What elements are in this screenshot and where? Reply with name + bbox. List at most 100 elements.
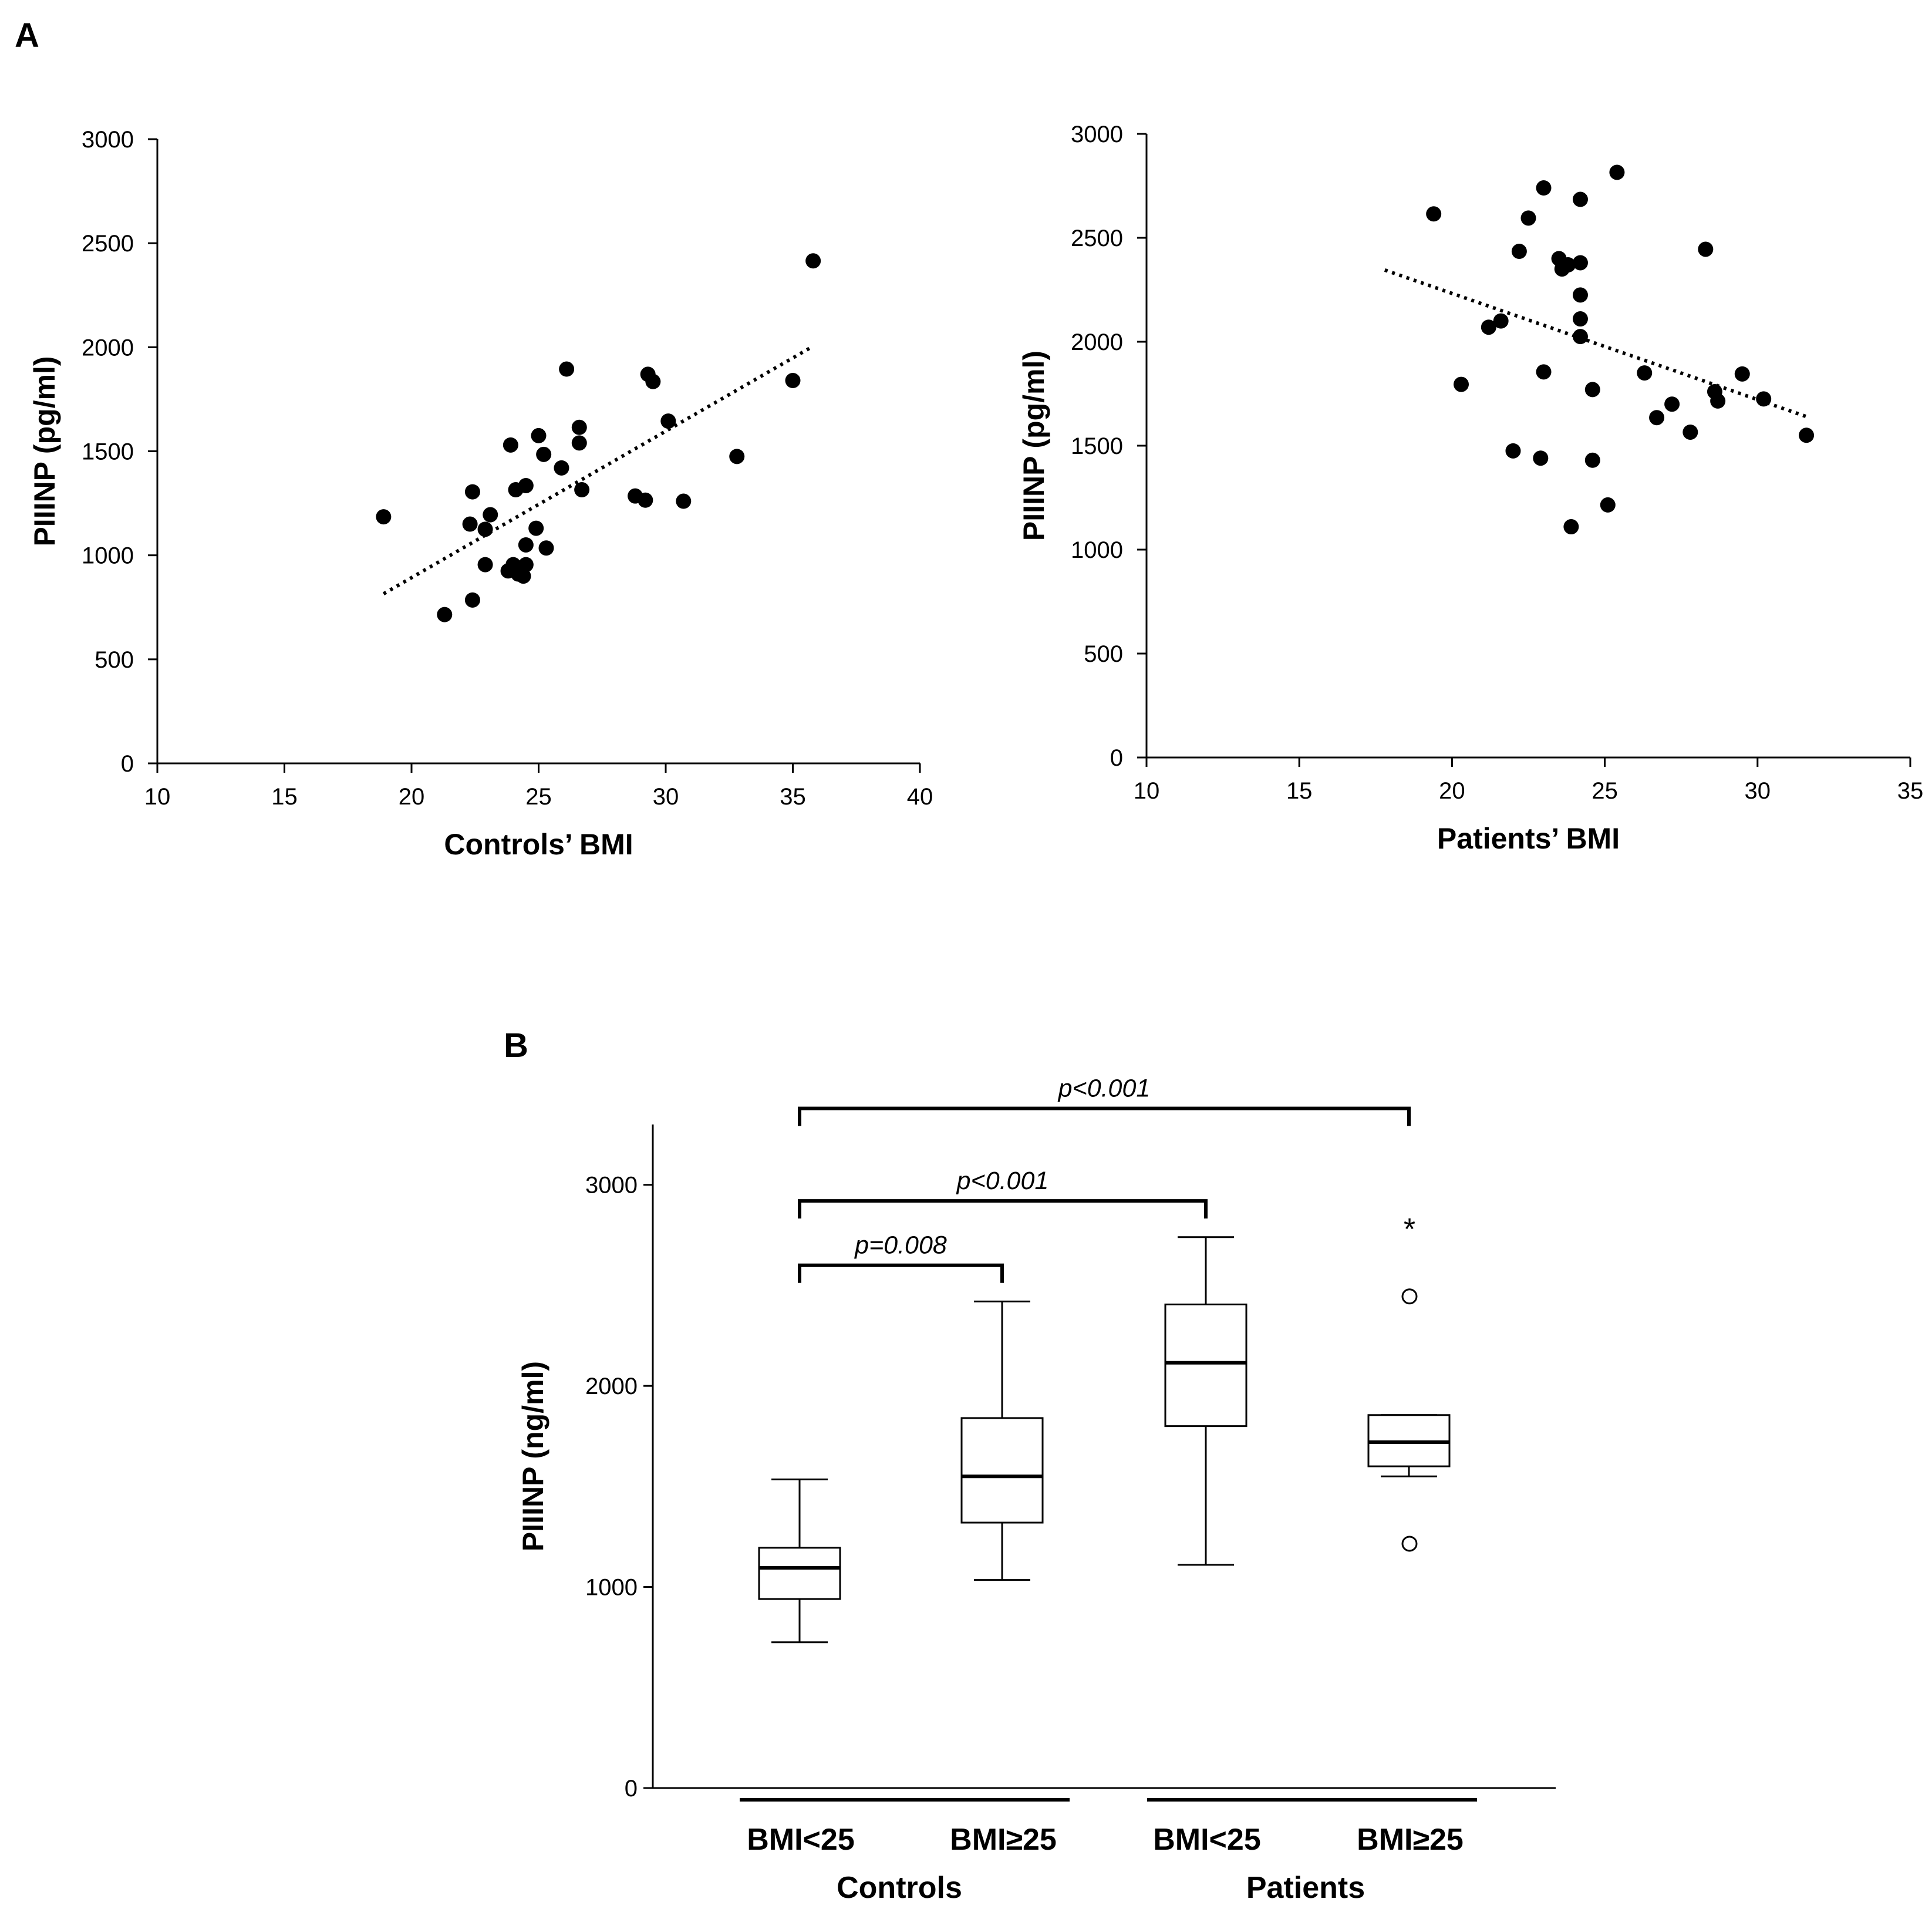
controls-data-point: [437, 607, 453, 622]
controls-data-point: [464, 592, 480, 608]
controls-data-point: [477, 521, 493, 537]
controls-y-tick-label: 2000: [82, 335, 134, 361]
controls-x-tick-label: 15: [271, 784, 298, 810]
patients-data-point: [1572, 191, 1588, 207]
patients-data-point: [1683, 424, 1698, 440]
patients-x-tick-label: 25: [1592, 778, 1618, 804]
controls-data-point: [660, 413, 676, 429]
controls-data-point: [477, 557, 493, 573]
controls-data-point: [483, 507, 498, 523]
significance-p-value: p<0.001: [1057, 1075, 1151, 1103]
controls-data-point: [464, 484, 480, 500]
box-iqr: [758, 1547, 841, 1600]
panel-b-label: B: [504, 1026, 528, 1065]
controls-data-point: [518, 557, 534, 573]
controls-data-point: [518, 477, 534, 493]
patients-y-tick-label: 500: [1084, 641, 1123, 667]
patients-data-point: [1563, 519, 1579, 535]
patients-data-point: [1584, 382, 1600, 398]
box-iqr: [1164, 1303, 1247, 1427]
controls-data-point: [518, 537, 534, 553]
boxplot-category-label: BMI≥25: [950, 1823, 1057, 1857]
patients-data-point: [1584, 452, 1600, 468]
box-outlier-marker: [1401, 1536, 1418, 1552]
controls-y-axis-title: PIIINP (pg/ml): [28, 356, 61, 546]
patients-data-point: [1664, 396, 1680, 412]
patients-data-point: [1520, 210, 1536, 226]
patients-data-point: [1493, 313, 1509, 329]
patients-x-tick-label: 15: [1286, 778, 1313, 804]
patients-y-axis-title: PIIINP (pg/ml): [1017, 351, 1050, 541]
patients-data-point: [1572, 255, 1588, 271]
patients-data-point: [1637, 365, 1653, 381]
controls-x-tick-label: 40: [907, 784, 933, 810]
box-extreme-marker: *: [1404, 1213, 1415, 1247]
patients-data-point: [1609, 164, 1625, 180]
controls-data-point: [574, 482, 590, 498]
controls-trendline: [382, 344, 814, 595]
controls-x-tick-label: 35: [780, 784, 806, 810]
boxplot-category-label: BMI<25: [1153, 1823, 1261, 1857]
controls-data-point: [676, 493, 692, 509]
patients-y-tick-label: 3000: [1071, 122, 1123, 147]
controls-scatter-chart: 0 500 1000 1500 2000 2500 3000 10 15 20 25 30 35 40 Co…: [28, 127, 933, 861]
controls-y-tick-label: 1500: [82, 439, 134, 465]
controls-data-point: [571, 419, 587, 435]
controls-data-point: [503, 437, 518, 453]
significance-bracket: [798, 1263, 1004, 1283]
patients-data-point: [1481, 319, 1496, 335]
patients-data-point: [1600, 497, 1616, 513]
controls-data-point: [376, 509, 392, 525]
controls-x-axis-title: Controls’ BMI: [444, 828, 633, 861]
controls-data-point: [785, 373, 801, 389]
patients-x-tick-label: 20: [1439, 778, 1465, 804]
boxplot-category-label: BMI≥25: [1357, 1823, 1464, 1857]
controls-data-point: [536, 446, 552, 462]
boxplot-chart: 0 1000 2000 3000 PIIINP (ng/ml) * p=0.008 p<0.0…: [517, 1075, 1556, 1905]
patients-data-point: [1756, 391, 1772, 407]
controls-data-point: [805, 253, 821, 269]
patients-x-tick-label: 10: [1134, 778, 1160, 804]
controls-data-point: [559, 361, 575, 377]
boxplot-y-tick-label: 0: [625, 1776, 638, 1802]
controls-data-point: [531, 427, 547, 443]
patients-data-point: [1734, 366, 1750, 382]
patients-x-tick-label: 35: [1897, 778, 1924, 804]
controls-x-tick-label: 25: [525, 784, 552, 810]
controls-data-point: [729, 449, 745, 464]
patients-scatter-chart: 0 500 1000 1500 2000 2500 3000 10 15 20 25 30 35 Pati…: [1017, 122, 1923, 855]
patients-data-point: [1799, 427, 1815, 443]
controls-data-point: [462, 516, 478, 532]
controls-y-tick-label: 1000: [82, 543, 134, 569]
patients-y-tick-label: 0: [1110, 745, 1123, 771]
patients-y-tick-label: 1500: [1071, 433, 1123, 459]
controls-x-tick-label: 30: [653, 784, 679, 810]
patients-data-point: [1426, 206, 1442, 222]
patients-y-tick-label: 2000: [1071, 329, 1123, 355]
controls-y-tick-label: 3000: [82, 127, 134, 153]
controls-data-point: [638, 492, 653, 508]
patients-data-point: [1536, 180, 1552, 196]
patients-data-point: [1533, 450, 1549, 466]
boxplot-y-axis-title: PIIINP (ng/ml): [517, 1361, 549, 1551]
significance-bracket: [798, 1106, 1411, 1126]
patients-y-tick-label: 1000: [1071, 537, 1123, 563]
patients-data-point: [1536, 364, 1552, 380]
significance-p-value: p<0.001: [956, 1167, 1049, 1195]
patients-data-point: [1454, 376, 1469, 392]
boxplot-y-tick-label: 1000: [585, 1575, 638, 1601]
patients-data-point: [1572, 311, 1588, 327]
boxplot-group-label-patients: Patients: [1246, 1871, 1365, 1905]
controls-data-point: [538, 540, 554, 556]
controls-x-tick-label: 10: [144, 784, 171, 810]
boxplot-group-label-controls: Controls: [837, 1871, 962, 1905]
panel-a-label: A: [15, 16, 39, 55]
controls-y-tick-label: 2500: [82, 231, 134, 257]
boxplot-y-tick-label: 2000: [585, 1373, 638, 1399]
significance-bracket: [798, 1199, 1208, 1219]
patients-y-tick-label: 2500: [1071, 225, 1123, 251]
controls-data-point: [528, 520, 544, 536]
patients-data-point: [1710, 393, 1726, 409]
box-iqr: [960, 1417, 1044, 1524]
